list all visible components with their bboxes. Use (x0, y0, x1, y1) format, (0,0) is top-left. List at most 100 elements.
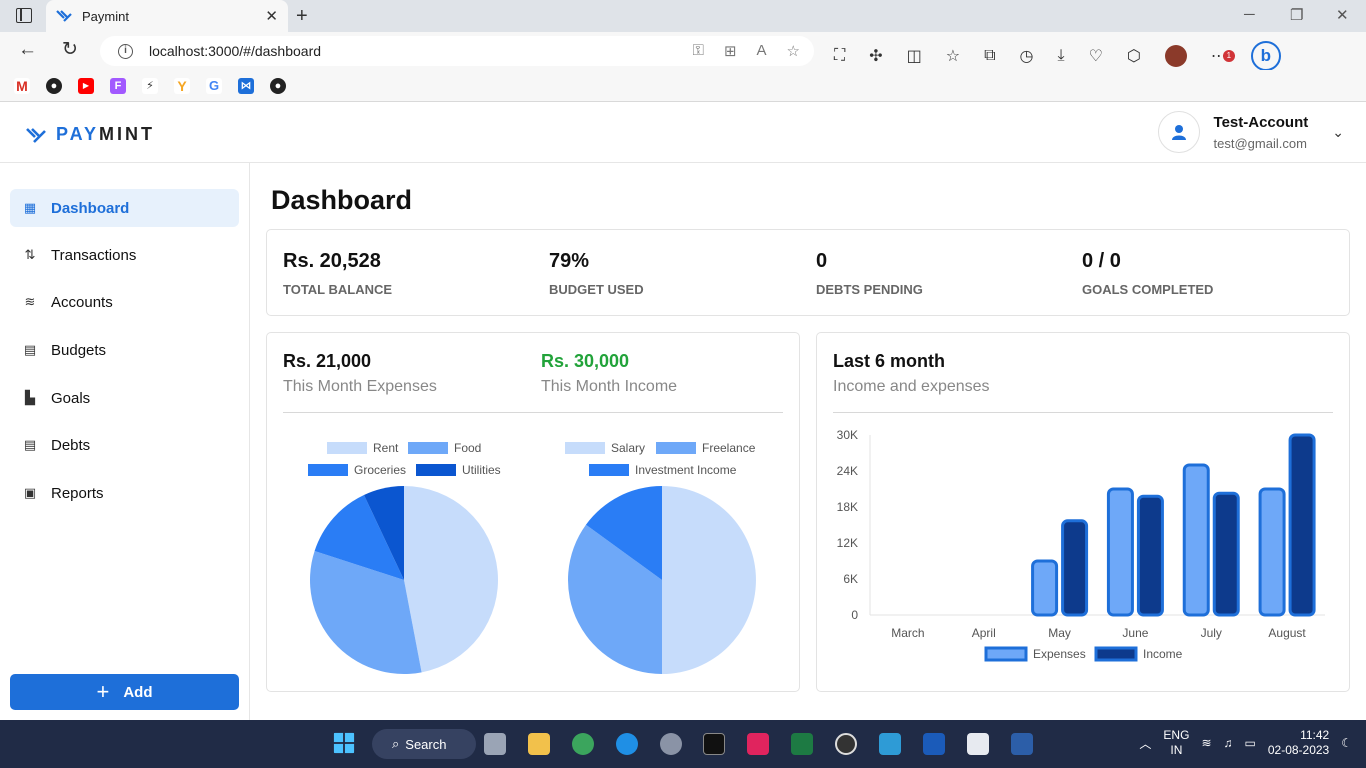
legend-freelance[interactable]: Freelance (656, 441, 755, 455)
sidebar-item-accounts[interactable]: ≋ Accounts (10, 283, 239, 321)
extensions-icon[interactable]: ✣ (869, 48, 883, 65)
chevron-up-icon[interactable]: ︿ (1139, 736, 1152, 751)
excel-icon[interactable] (791, 733, 813, 755)
url-field[interactable]: i localhost:3000/#/dashboard ⚿ ⊞ A ☆ (100, 36, 814, 66)
github-bookmark-2-icon[interactable]: ● (270, 77, 286, 94)
windows-start-icon[interactable] (333, 732, 355, 754)
sidebar-item-label: Dashboard (51, 199, 130, 217)
snipping-tool-icon[interactable] (967, 733, 989, 755)
sidebar-item-reports[interactable]: ▣ Reports (10, 474, 239, 512)
legend-utilities[interactable]: Utilities (416, 463, 501, 477)
history-icon[interactable]: ◷ (1019, 48, 1034, 65)
performance-icon[interactable]: ♡ (1088, 48, 1103, 65)
tools-bookmark-icon[interactable]: Y (174, 77, 190, 94)
favorite-star-icon[interactable]: ☆ (786, 43, 800, 60)
sidebar-item-transactions[interactable]: ⇅ Transactions (10, 236, 239, 274)
tab-actions-icon[interactable] (16, 8, 32, 23)
settings-gear-icon[interactable] (660, 733, 682, 755)
divider (283, 412, 783, 413)
add-button[interactable]: + Add (10, 674, 239, 710)
bar-income-may[interactable] (1061, 519, 1089, 617)
legend-food[interactable]: Food (408, 441, 481, 455)
vite-bookmark-icon[interactable]: ⚡ (142, 77, 158, 94)
site-info-icon[interactable]: i (118, 43, 133, 59)
expenses-label: This Month Expenses (283, 378, 437, 395)
read-aloud-icon[interactable]: A (756, 42, 767, 59)
app-logo[interactable]: PAYMINT (26, 124, 155, 145)
minimize-icon[interactable]: ─ (1244, 6, 1255, 23)
stat-label: TOTAL BALANCE (283, 282, 393, 297)
figma-bookmark-icon[interactable]: F (110, 77, 126, 94)
share-bookmark-icon[interactable]: ⋈ (238, 77, 254, 94)
close-window-icon[interactable]: ✕ (1336, 7, 1349, 24)
volume-icon[interactable]: ♫ (1223, 736, 1233, 750)
copilot-icon[interactable]: ⬡ (1126, 48, 1141, 65)
steps-icon: ▙ (25, 390, 35, 405)
user-menu[interactable]: Test-Account test@gmail.com ⌄ (1157, 111, 1344, 153)
legend-investment-income[interactable]: Investment Income (589, 463, 736, 477)
bar-expenses-august[interactable] (1258, 487, 1286, 617)
github-bookmark-icon[interactable]: ● (46, 77, 62, 94)
gmail-bookmark-icon[interactable]: M (14, 77, 30, 94)
income-pie-slice-salary[interactable] (662, 486, 756, 674)
task-view-icon[interactable] (484, 733, 506, 755)
clock[interactable]: 11:42 02-08-2023 (1268, 728, 1329, 758)
new-tab-icon[interactable]: + (296, 5, 308, 27)
terminal-icon[interactable] (703, 733, 725, 755)
key-icon[interactable]: ⚿ (692, 42, 704, 59)
restore-icon[interactable]: ❐ (1290, 7, 1304, 24)
split-screen-icon[interactable]: ◫ (906, 48, 922, 65)
intellij-icon[interactable] (747, 733, 769, 755)
more-menu-icon[interactable]: ⋯ 1 (1211, 46, 1235, 66)
bar-expenses-may[interactable] (1031, 559, 1059, 617)
favorites-icon[interactable]: ☆ (945, 48, 961, 65)
refresh-icon[interactable]: ↻ (62, 39, 78, 60)
back-icon[interactable]: ← (18, 39, 37, 60)
wifi-icon[interactable]: ≋ (1201, 736, 1212, 750)
edge-dev-icon[interactable] (572, 733, 594, 755)
screenshot-icon[interactable]: ⛶ (834, 47, 846, 64)
notifications-icon[interactable]: ☾ (1341, 736, 1352, 750)
bar-expenses-july[interactable] (1182, 463, 1210, 617)
legend-groceries[interactable]: Groceries (308, 463, 406, 477)
sidebar-item-goals[interactable]: ▙ Goals (10, 379, 239, 417)
notepad-icon[interactable] (879, 733, 901, 755)
language-indicator[interactable]: ENG IN (1163, 728, 1189, 758)
vpn-icon[interactable] (1011, 733, 1033, 755)
media-player-icon[interactable] (835, 733, 857, 755)
collections-icon[interactable]: ⧉ (984, 47, 996, 64)
close-tab-icon[interactable]: ✕ (265, 8, 278, 25)
apps-icon[interactable]: ⊞ (723, 43, 737, 60)
expenses-pie-slice-groceries[interactable] (314, 494, 404, 580)
expenses-pie-slice-rent[interactable] (404, 486, 498, 673)
google-bookmark-icon[interactable]: G (206, 77, 222, 94)
income-pie-slice-investment-income[interactable] (585, 486, 662, 580)
legend-swatch-income[interactable] (1094, 646, 1138, 662)
bar-income-june[interactable] (1136, 494, 1164, 617)
bar-expenses-june[interactable] (1106, 487, 1134, 617)
word-icon[interactable] (923, 733, 945, 755)
sidebar-item-budgets[interactable]: ▤ Budgets (10, 331, 239, 369)
youtube-bookmark-icon[interactable]: ▶ (78, 77, 94, 94)
taskbar-search[interactable]: ⌕ Search (372, 729, 476, 759)
legend-label: Food (454, 441, 482, 455)
legend-swatch-expenses[interactable] (984, 646, 1028, 662)
chevron-down-icon[interactable]: ⌄ (1332, 123, 1344, 140)
legend-rent[interactable]: Rent (327, 441, 398, 455)
bar-income-july[interactable] (1212, 491, 1240, 617)
downloads-icon[interactable]: ⤓ (1057, 47, 1065, 64)
battery-icon[interactable]: ▭ (1244, 736, 1256, 750)
expenses-pie-slice-utilities[interactable] (363, 486, 404, 580)
legend-label: Groceries (354, 463, 407, 477)
edge-icon[interactable] (616, 733, 638, 755)
sidebar-item-debts[interactable]: ▤ Debts (10, 426, 239, 464)
browser-tab[interactable]: Paymint ✕ (46, 0, 288, 32)
income-pie-slice-freelance[interactable] (568, 524, 662, 674)
legend-salary[interactable]: Salary (565, 441, 645, 455)
file-explorer-icon[interactable] (528, 733, 550, 755)
profile-avatar[interactable] (1164, 45, 1187, 67)
sidebar-item-dashboard[interactable]: ▦ Dashboard (10, 189, 239, 227)
expenses-pie-slice-food[interactable] (310, 550, 422, 674)
bar-income-august[interactable] (1288, 433, 1316, 617)
bing-chat-icon[interactable]: b (1250, 41, 1281, 71)
